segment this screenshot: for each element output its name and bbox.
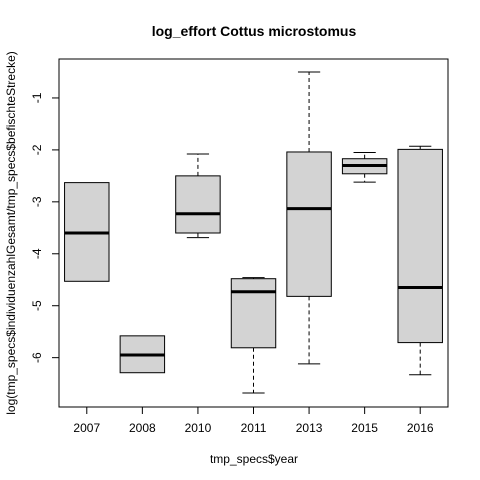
y-tick-label: -6 bbox=[30, 352, 44, 363]
x-tick-label: 2013 bbox=[296, 421, 323, 435]
box-2011 bbox=[230, 277, 277, 394]
x-tick-label: 2011 bbox=[241, 421, 267, 435]
y-tick-label: -4 bbox=[30, 248, 44, 259]
y-tick-label: -1 bbox=[30, 92, 44, 103]
box-2008 bbox=[119, 335, 166, 374]
x-axis: 2007 2008 2010 2011 2013 2015 2016 bbox=[73, 406, 434, 435]
y-tick-label: -5 bbox=[30, 300, 44, 311]
box-2007 bbox=[64, 182, 110, 282]
box-iqr bbox=[397, 148, 443, 344]
box-iqr bbox=[230, 278, 277, 349]
box-group bbox=[64, 71, 443, 394]
y-tick-label: -3 bbox=[30, 196, 44, 207]
y-tick-label: -2 bbox=[30, 144, 44, 155]
x-tick-label: 2015 bbox=[351, 421, 378, 435]
box-2016 bbox=[397, 145, 443, 376]
box-2013 bbox=[286, 71, 332, 365]
box-iqr bbox=[175, 175, 221, 234]
y-axis: -6 -5 -4 -3 -2 -1 bbox=[30, 92, 60, 363]
box-iqr bbox=[286, 151, 332, 297]
chart-title: log_effort Cottus microstomus bbox=[152, 23, 357, 39]
x-axis-label: tmp_specs$year bbox=[210, 452, 298, 466]
x-tick-label: 2016 bbox=[407, 421, 434, 435]
x-tick-label: 2008 bbox=[129, 421, 156, 435]
box-2015 bbox=[341, 151, 388, 183]
box-2010 bbox=[175, 153, 221, 239]
x-tick-label: 2007 bbox=[73, 421, 100, 435]
x-tick-label: 2010 bbox=[185, 421, 212, 435]
y-axis-label: log(tmp_specs$individuenzahlGesamt/tmp_s… bbox=[4, 51, 18, 415]
